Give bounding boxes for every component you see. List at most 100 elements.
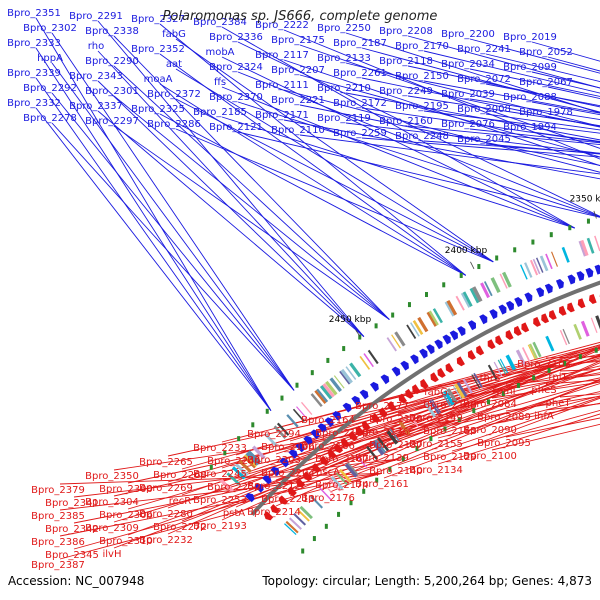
forward-cog-bar xyxy=(412,320,424,335)
forward-cog-bar xyxy=(428,310,439,326)
forward-gene-label: Bpro_2088 xyxy=(503,92,557,103)
reverse-gene-label: Bpro_2166 xyxy=(301,441,355,452)
reverse-gene-label: Bpro_2280 xyxy=(139,509,193,520)
reverse-cog-bar xyxy=(471,374,481,389)
forward-label-leader xyxy=(283,119,600,180)
accession-text: Accession: NC_007948 xyxy=(8,574,145,588)
forward-gene-arrow xyxy=(457,326,466,337)
forward-label-leader xyxy=(97,20,365,337)
outer-dot-tick xyxy=(425,292,428,298)
reverse-gene-label: thrS xyxy=(480,373,501,384)
reverse-gene-arrow xyxy=(533,316,541,327)
reverse-cog-bar xyxy=(528,343,538,359)
forward-label-leader xyxy=(485,53,600,83)
outer-dot-tick xyxy=(495,255,499,261)
reverse-gene-arrow xyxy=(567,302,575,313)
forward-gene-label: Bpro_2302 xyxy=(23,23,77,34)
forward-gene-arrow xyxy=(351,395,361,406)
forward-label-leader xyxy=(221,26,575,229)
forward-label-leader xyxy=(423,80,600,114)
forward-gene-label: Bpro_2336 xyxy=(209,32,263,43)
reverse-gene-arrow xyxy=(505,329,514,340)
reverse-cog-bar xyxy=(454,383,466,399)
reverse-gene-label: Bpro_2165 xyxy=(315,428,369,439)
forward-gene-label: Bpro_2119 xyxy=(317,113,371,124)
inner-dot-tick xyxy=(415,446,419,452)
outer-dot-tick xyxy=(209,464,213,470)
forward-cog-bar xyxy=(578,240,587,257)
reverse-gene-arrow xyxy=(487,339,496,350)
reverse-gene-label: hscA xyxy=(316,467,340,478)
forward-label-leader xyxy=(221,86,575,229)
outer-dot-tick xyxy=(513,247,517,253)
inner-dot-tick xyxy=(362,488,366,494)
reverse-cog-bar xyxy=(408,414,420,428)
reverse-cog-bar xyxy=(297,509,310,522)
reverse-gene-label: Bpro_2244 xyxy=(207,456,261,467)
reverse-cog-bar xyxy=(452,385,463,400)
inner-dot-tick xyxy=(532,375,536,381)
forward-gene-arrow xyxy=(332,411,342,421)
reverse-cog-bar xyxy=(527,344,536,360)
forward-gene-arrow xyxy=(514,297,523,308)
reverse-gene-label: Bpro_2161 xyxy=(355,479,409,490)
reverse-gene-label: ilvH xyxy=(103,549,122,560)
forward-label-leader xyxy=(299,134,600,175)
reverse-gene-label: Bpro_2149 xyxy=(409,413,463,424)
feature-tracks xyxy=(209,218,600,554)
gene-labels: Bpro_2351 Bpro_2302 Bpro_2333 hppA Bpro_2339… xyxy=(7,8,573,571)
forward-cog-bar xyxy=(391,334,401,349)
outer-dot-tick xyxy=(477,264,481,270)
reverse-gene-label: Bpro_2084 xyxy=(463,399,517,410)
reverse-gene-label: Bpro_2350 xyxy=(85,471,139,482)
forward-label-leader xyxy=(237,131,600,218)
reverse-gene-arrow xyxy=(340,437,350,448)
reverse-gene-arrow xyxy=(334,443,344,454)
forward-gene-arrow xyxy=(576,271,585,282)
forward-gene-arrow xyxy=(279,457,289,468)
forward-gene-label: Bpro_2241 xyxy=(457,44,511,55)
forward-label-leader xyxy=(51,62,295,391)
ruler-tick-mark xyxy=(355,329,361,337)
reverse-gene-label: Bpro_2341 xyxy=(45,498,99,509)
forward-cog-bar xyxy=(471,286,483,303)
reverse-label-leader xyxy=(275,348,600,455)
reverse-gene-label: Bpro_2177 xyxy=(355,401,409,412)
forward-label-leader xyxy=(159,83,466,276)
forward-label-leader xyxy=(221,56,575,229)
forward-gene-label: Bpro_2250 xyxy=(317,23,371,34)
reverse-cog-bar xyxy=(590,317,598,334)
reverse-gene-label: Bpro_2245 xyxy=(193,469,247,480)
reverse-label-leader xyxy=(59,472,383,560)
forward-gene-arrow xyxy=(359,389,369,400)
reverse-gene-arrow xyxy=(287,486,297,496)
forward-cog-bar xyxy=(561,246,570,263)
forward-gene-label: Bpro_2370 xyxy=(209,92,263,103)
forward-gene-label: Bpro_2332 xyxy=(7,98,61,109)
forward-cog-bar xyxy=(316,388,329,403)
forward-gene-label: Bpro_2372 xyxy=(147,89,201,100)
forward-cog-bar xyxy=(594,235,600,252)
forward-cog-bar xyxy=(273,425,287,439)
reverse-gene-label: fabG xyxy=(424,387,448,398)
reverse-cog-bar xyxy=(559,329,568,346)
forward-label-leader xyxy=(51,32,295,391)
forward-gene-label: Bpro_2099 xyxy=(503,62,557,73)
reverse-cog-bar xyxy=(319,487,332,501)
reverse-label-leader xyxy=(437,359,600,387)
forward-gene-label: Bpro_2301 xyxy=(85,86,139,97)
reverse-gene-label: pheT xyxy=(546,398,572,409)
inner-dot-tick xyxy=(401,456,405,462)
ruler-tick-mark xyxy=(593,210,597,219)
forward-gene-label: hppA xyxy=(37,53,63,64)
forward-gene-label: Bpro_2072 xyxy=(457,74,511,85)
forward-gene-arrow xyxy=(524,292,533,303)
reverse-gene-label: Bpro_2203 xyxy=(247,455,301,466)
reverse-cog-bar xyxy=(385,429,399,445)
reverse-cog-bar xyxy=(562,328,570,345)
forward-gene-arrow xyxy=(391,366,401,377)
reverse-gene-arrow xyxy=(548,309,557,320)
forward-gene-label: Bpro_2351 xyxy=(7,8,61,19)
forward-gene-label: Bpro_2278 xyxy=(23,113,77,124)
forward-cog-bar xyxy=(367,349,379,365)
